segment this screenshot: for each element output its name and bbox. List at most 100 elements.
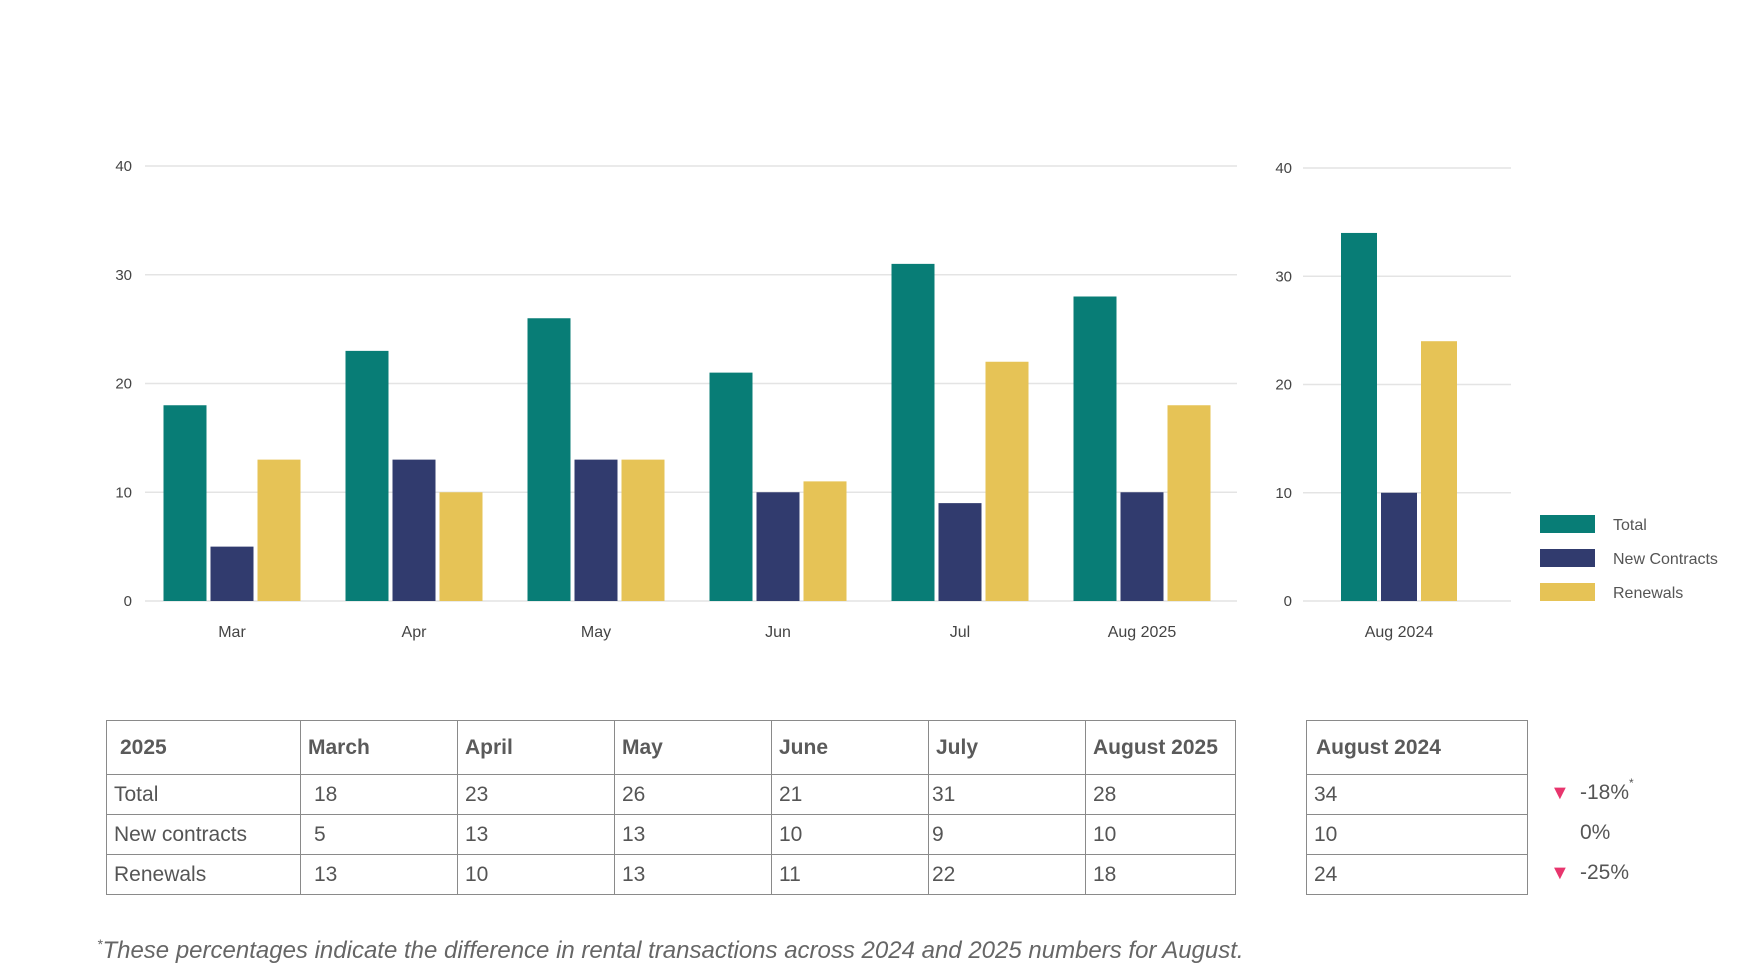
- table-cell: 13: [614, 814, 772, 855]
- y-tick-label: 40: [115, 158, 132, 175]
- table-cell: 23: [457, 774, 615, 815]
- x-tick-label: Jul: [950, 624, 970, 641]
- table-row: 34: [1306, 774, 1528, 815]
- footnote-text: These percentages indicate the differenc…: [102, 937, 1244, 964]
- table-cell: 24: [1306, 854, 1528, 895]
- bar-total: [163, 405, 207, 601]
- bar-renewals: [803, 481, 847, 601]
- bar-total: [1341, 232, 1377, 601]
- bar-new-contracts: [210, 546, 254, 601]
- table-row: New contracts 5 13 13 10 9 10: [106, 814, 1236, 855]
- legend-swatch: [1540, 583, 1595, 601]
- table-2024: August 2024 34 10 24: [1306, 720, 1528, 895]
- change-column: ▼ -18% * 0% ▼ -25%: [1550, 773, 1710, 893]
- legend: Total New Contracts Renewals: [1540, 515, 1718, 602]
- row-label: Total: [106, 774, 301, 815]
- y-tick-label: 10: [115, 484, 132, 501]
- bar-renewals: [985, 361, 1029, 601]
- y-tick-label: 0: [124, 593, 132, 610]
- change-value: -25%: [1580, 861, 1630, 884]
- bar-renewals: [257, 459, 301, 601]
- bar-renewals: [1167, 405, 1211, 601]
- header-march: March: [300, 720, 458, 775]
- y-tick-label: 20: [1275, 377, 1292, 394]
- table-cell: 18: [1085, 854, 1236, 895]
- chart-2025: 0 10 20 30 40 Mar Apr May Jun Jul Aug 2025: [115, 158, 1237, 641]
- down-triangle-icon: ▼: [1550, 861, 1570, 884]
- table-cell: 13: [614, 854, 772, 895]
- table-row: 24: [1306, 854, 1528, 895]
- footnote-marker: *: [97, 936, 103, 952]
- table-cell: 10: [771, 814, 929, 855]
- header-may: May: [614, 720, 772, 775]
- table-cell: 18: [300, 774, 458, 815]
- bar-total: [709, 372, 753, 601]
- y-tick-label: 20: [115, 376, 132, 393]
- table-header-row: 2025 March April May June July August 20…: [106, 720, 1236, 775]
- y-tick-label: 30: [115, 267, 132, 284]
- bar-new-contracts: [574, 459, 618, 601]
- bar-renewals: [1421, 341, 1457, 601]
- bar-new-contracts: [756, 492, 800, 601]
- header-august-2025: August 2025: [1085, 720, 1236, 775]
- header-year: 2025: [106, 720, 301, 775]
- table-2025: 2025 March April May June July August 20…: [106, 720, 1236, 895]
- bar-total: [345, 350, 389, 601]
- table-cell: 13: [457, 814, 615, 855]
- legend-swatch: [1540, 549, 1595, 567]
- table-header-row: August 2024: [1306, 720, 1528, 775]
- table-cell: 9: [928, 814, 1086, 855]
- change-renewals: ▼ -25%: [1550, 853, 1710, 893]
- x-tick-label: Aug 2024: [1365, 624, 1434, 641]
- table-cell: 26: [614, 774, 772, 815]
- x-tick-label: Jun: [765, 624, 791, 641]
- table-cell: 10: [1306, 814, 1528, 855]
- table-cell: 13: [300, 854, 458, 895]
- bar-new-contracts: [1120, 492, 1164, 601]
- bar-renewals: [621, 459, 665, 601]
- header-august-2024: August 2024: [1306, 720, 1528, 775]
- header-april: April: [457, 720, 615, 775]
- chart-aug-2024: 0 10 20 30 40 Aug 2024: [1275, 160, 1511, 641]
- x-tick-label: Apr: [402, 624, 428, 641]
- row-label: New contracts: [106, 814, 301, 855]
- table-cell: 31: [928, 774, 1086, 815]
- bar-total: [527, 318, 571, 601]
- table-cell: 11: [771, 854, 929, 895]
- down-triangle-icon: ▼: [1550, 781, 1570, 804]
- table-cell: 21: [771, 774, 929, 815]
- table-row: Renewals 13 10 13 11 22 18: [106, 854, 1236, 895]
- row-label: Renewals: [106, 854, 301, 895]
- bar-total: [891, 263, 935, 601]
- table-row: 10: [1306, 814, 1528, 855]
- bar-total: [1073, 296, 1117, 601]
- y-tick-label: 0: [1284, 593, 1292, 610]
- change-value: 0%: [1580, 821, 1611, 844]
- footnote: *These percentages indicate the differen…: [97, 936, 1244, 965]
- footnote-marker: *: [1629, 776, 1634, 790]
- bar-new-contracts: [392, 459, 436, 601]
- table-cell: 10: [1085, 814, 1236, 855]
- x-tick-label: Aug 2025: [1108, 624, 1177, 641]
- bar-new-contracts: [938, 503, 982, 601]
- x-tick-label: Mar: [218, 624, 246, 641]
- legend-label: New Contracts: [1613, 551, 1718, 568]
- charts-area: 0 10 20 30 40 Mar Apr May Jun Jul Aug 2025 0 10 20 30…: [115, 158, 1718, 641]
- header-june: June: [771, 720, 929, 775]
- table-cell: 10: [457, 854, 615, 895]
- change-total: ▼ -18% *: [1550, 773, 1710, 813]
- legend-swatch: [1540, 515, 1595, 533]
- change-value: -18%: [1580, 781, 1630, 804]
- y-tick-label: 30: [1275, 268, 1292, 285]
- y-tick-label: 10: [1275, 485, 1292, 502]
- bar-renewals: [439, 492, 483, 601]
- legend-label: Renewals: [1613, 585, 1683, 602]
- table-cell: 34: [1306, 774, 1528, 815]
- y-tick-label: 40: [1275, 160, 1292, 177]
- x-tick-label: May: [581, 624, 611, 641]
- table-cell: 22: [928, 854, 1086, 895]
- table-cell: 5: [300, 814, 458, 855]
- table-cell: 28: [1085, 774, 1236, 815]
- header-july: July: [928, 720, 1086, 775]
- table-row: Total 18 23 26 21 31 28: [106, 774, 1236, 815]
